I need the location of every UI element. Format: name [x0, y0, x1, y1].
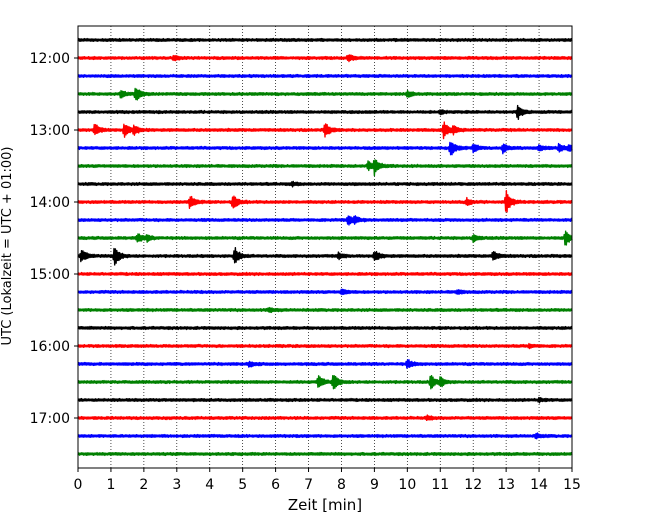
- x-tick-label: 5: [238, 477, 247, 493]
- seismic-trace: [77, 190, 573, 213]
- seismic-trace: [77, 396, 573, 404]
- seismic-traces: [77, 37, 573, 457]
- y-tick-label: 16:00: [30, 339, 70, 355]
- x-tick-label: 15: [563, 477, 581, 493]
- seismic-trace: [77, 87, 573, 101]
- seismic-trace: [77, 230, 573, 246]
- x-axis-ticks: 0 1 2 3 4 5 6 7 8 9 10 11 12 13 14 15: [74, 468, 581, 493]
- y-tick-label: 14:00: [30, 195, 70, 211]
- seismic-trace: [77, 432, 573, 440]
- x-tick-label: 4: [205, 477, 214, 493]
- x-tick-label: 10: [398, 477, 416, 493]
- y-axis-label: UTC (Lokalzeit = UTC + 01:00): [0, 147, 15, 346]
- x-tick-label: 1: [106, 477, 115, 493]
- seismic-trace: [77, 325, 573, 331]
- seismic-trace: [77, 306, 573, 314]
- y-tick-label: 12:00: [30, 51, 70, 67]
- seismic-trace: [77, 451, 573, 457]
- seismic-trace: [77, 37, 573, 43]
- x-tick-label: 14: [530, 477, 548, 493]
- x-tick-label: 8: [337, 477, 346, 493]
- seismic-trace: [77, 54, 573, 63]
- y-tick-label: 15:00: [30, 267, 70, 283]
- x-tick-label: 0: [74, 477, 83, 493]
- seismic-trace: [77, 271, 573, 277]
- plot-frame: [77, 25, 573, 469]
- x-tick-label: 6: [271, 477, 280, 493]
- y-axis-ticks: 12:00 13:00 14:00 15:00 16:00 17:00: [30, 51, 78, 427]
- x-tick-label: 12: [464, 477, 482, 493]
- seismic-trace: [77, 180, 573, 188]
- seismic-trace: [77, 342, 573, 350]
- seismic-trace: [77, 141, 573, 156]
- seismic-trace: [77, 288, 573, 296]
- x-tick-label: 2: [139, 477, 148, 493]
- x-tick-label: 9: [370, 477, 379, 493]
- y-tick-label: 13:00: [30, 123, 70, 139]
- x-tick-label: 11: [431, 477, 449, 493]
- seismic-trace: [77, 374, 573, 390]
- seismic-trace: [77, 414, 573, 422]
- seismic-trace: [77, 359, 573, 369]
- seismic-trace: [77, 121, 573, 140]
- x-tick-label: 13: [497, 477, 515, 493]
- seismic-trace: [77, 247, 573, 266]
- seismic-trace: [77, 215, 573, 226]
- seismic-trace: [77, 73, 573, 79]
- x-tick-label: 3: [172, 477, 181, 493]
- x-axis-label: Zeit [min]: [288, 496, 362, 514]
- x-tick-label: 7: [304, 477, 313, 493]
- y-tick-label: 17:00: [30, 411, 70, 427]
- seismic-trace: [77, 159, 573, 177]
- seismic-trace: [77, 104, 573, 121]
